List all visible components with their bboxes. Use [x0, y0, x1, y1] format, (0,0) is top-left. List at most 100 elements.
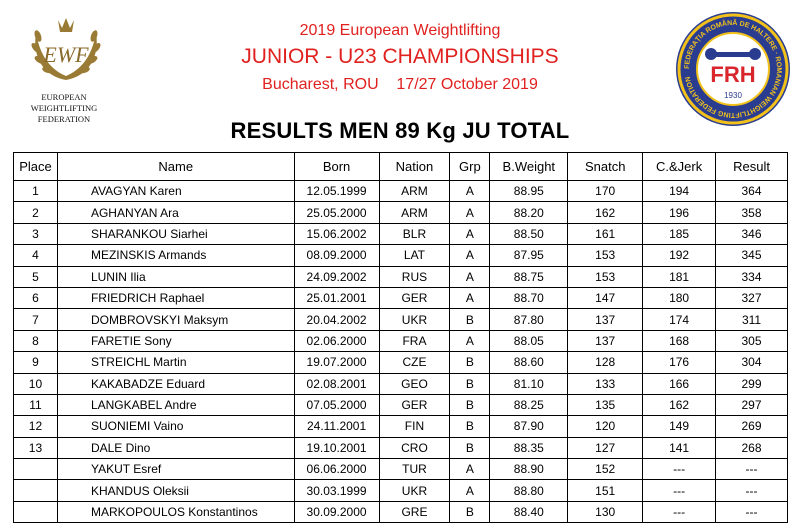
cell-bweight: 88.80	[489, 479, 569, 502]
cell-nation: BLR	[378, 222, 451, 246]
frh-logo: FEDERAȚIA ROMÂNĂ DE HALTERE · ROMANIAN W…	[676, 12, 790, 126]
cell-cj: 176	[642, 351, 717, 374]
cell-place: 2	[13, 201, 58, 224]
cell-bweight: 88.20	[489, 201, 569, 224]
cell-born: 24.11.2001	[293, 415, 380, 438]
cell-result: 297	[715, 393, 788, 417]
cell-nation: CRO	[378, 436, 451, 460]
cell-nation: ARM	[378, 179, 451, 203]
cell-name: SUONIEMI Vaino	[56, 415, 295, 438]
table-row: 1 AVAGYAN Karen 12.05.1999 ARM A 88.95 170 194 3…	[13, 179, 788, 203]
cell-born: 08.09.2000	[293, 244, 380, 267]
cell-result: 327	[715, 286, 788, 310]
frh-letters: FRH	[710, 62, 755, 87]
col-header-result: Result	[715, 152, 788, 181]
cell-name: FARETIE Sony	[56, 329, 295, 353]
cell-snatch: 137	[567, 329, 644, 353]
cell-grp: A	[449, 329, 491, 353]
table-row: 3 SHARANKOU Siarhei 15.06.2002 BLR A 88.50 161…	[13, 222, 788, 246]
cell-bweight: 88.40	[489, 500, 569, 524]
ewf-name: EUROPEAN WEIGHTLIFTING FEDERATION	[8, 92, 120, 125]
col-header-bweight: B.Weight	[489, 152, 569, 181]
table-row: 8 FARETIE Sony 02.06.2000 FRA A 88.05 137 168 30…	[13, 329, 788, 353]
championship-name: JUNIOR - U23 CHAMPIONSHIPS	[241, 45, 559, 68]
cell-snatch: 135	[567, 393, 644, 417]
cell-bweight: 88.95	[489, 179, 569, 203]
cell-result: 299	[715, 372, 788, 395]
cell-cj: 196	[642, 201, 717, 224]
cell-name: AVAGYAN Karen	[56, 179, 295, 203]
cell-nation: LAT	[378, 244, 451, 267]
table-row: 5 LUNIN Ilia 24.09.2002 RUS A 88.75 153 181 334	[13, 265, 788, 288]
cell-snatch: 153	[567, 244, 644, 267]
cell-snatch: 170	[567, 179, 644, 203]
cell-nation: TUR	[378, 458, 451, 481]
cell-born: 15.06.2002	[293, 222, 380, 246]
cell-born: 06.06.2000	[293, 458, 380, 481]
table-header-row: Place Name Born Nation Grp B.Weight Snat…	[13, 152, 788, 181]
cell-nation: UKR	[378, 479, 451, 502]
table-row: YAKUT Esref 06.06.2000 TUR A 88.90 152 --- ---	[13, 458, 788, 481]
cell-grp: B	[449, 351, 491, 374]
cell-snatch: 127	[567, 436, 644, 460]
cell-place	[13, 458, 58, 481]
cell-place: 6	[13, 286, 58, 310]
cell-nation: UKR	[378, 308, 451, 331]
event-name: 2019 European Weightlifting	[299, 22, 501, 39]
cell-born: 02.06.2000	[293, 329, 380, 353]
cell-born: 24.09.2002	[293, 265, 380, 288]
cell-cj: 185	[642, 222, 717, 246]
cell-born: 20.04.2002	[293, 308, 380, 331]
cell-born: 19.10.2001	[293, 436, 380, 460]
cell-grp: A	[449, 479, 491, 502]
cell-cj: 166	[642, 372, 717, 395]
cell-name: AGHANYAN Ara	[56, 201, 295, 224]
cell-snatch: 151	[567, 479, 644, 502]
col-header-nation: Nation	[378, 152, 451, 181]
cell-name: MEZINSKIS Armands	[56, 244, 295, 267]
cell-place: 9	[13, 351, 58, 374]
cell-grp: B	[449, 500, 491, 524]
cell-bweight: 81.10	[489, 372, 569, 395]
cell-snatch: 152	[567, 458, 644, 481]
cell-name: KHANDUS Oleksii	[56, 479, 295, 502]
cell-grp: A	[449, 244, 491, 267]
cell-result: 305	[715, 329, 788, 353]
col-header-place: Place	[13, 152, 58, 181]
cell-place: 11	[13, 393, 58, 417]
cell-name: FRIEDRICH Raphael	[56, 286, 295, 310]
cell-grp: A	[449, 265, 491, 288]
cell-place: 1	[13, 179, 58, 203]
cell-nation: GER	[378, 393, 451, 417]
col-header-snatch: Snatch	[567, 152, 644, 181]
cell-snatch: 133	[567, 372, 644, 395]
cell-bweight: 88.75	[489, 265, 569, 288]
cell-grp: A	[449, 286, 491, 310]
cell-name: STREICHL Martin	[56, 351, 295, 374]
cell-cj: 149	[642, 415, 717, 438]
cell-grp: B	[449, 415, 491, 438]
cell-grp: B	[449, 393, 491, 417]
cell-result: 358	[715, 201, 788, 224]
cell-nation: ARM	[378, 201, 451, 224]
cell-name: KAKABADZE Eduard	[56, 372, 295, 395]
cell-grp: A	[449, 201, 491, 224]
cell-name: DALE Dino	[56, 436, 295, 460]
table-row: 7 DOMBROVSKYI Maksym 20.04.2002 UKR B 87.80 13…	[13, 308, 788, 331]
cell-cj: 180	[642, 286, 717, 310]
cell-bweight: 88.50	[489, 222, 569, 246]
cell-nation: GER	[378, 286, 451, 310]
ewf-abbr: EWF	[43, 42, 89, 67]
cell-bweight: 88.35	[489, 436, 569, 460]
cell-bweight: 87.95	[489, 244, 569, 267]
table-row: 4 MEZINSKIS Armands 08.09.2000 LAT A 87.95 153…	[13, 244, 788, 267]
table-row: 6 FRIEDRICH Raphael 25.01.2001 GER A 88.70 147…	[13, 286, 788, 310]
cell-result: 269	[715, 415, 788, 438]
cell-result: 345	[715, 244, 788, 267]
cell-cj: 168	[642, 329, 717, 353]
cell-born: 30.09.2000	[293, 500, 380, 524]
cell-cj: 162	[642, 393, 717, 417]
cell-snatch: 162	[567, 201, 644, 224]
cell-place: 10	[13, 372, 58, 395]
ewf-logo: EWF EUROPEAN WEIGHTLIFTING FEDERATION	[8, 14, 120, 124]
